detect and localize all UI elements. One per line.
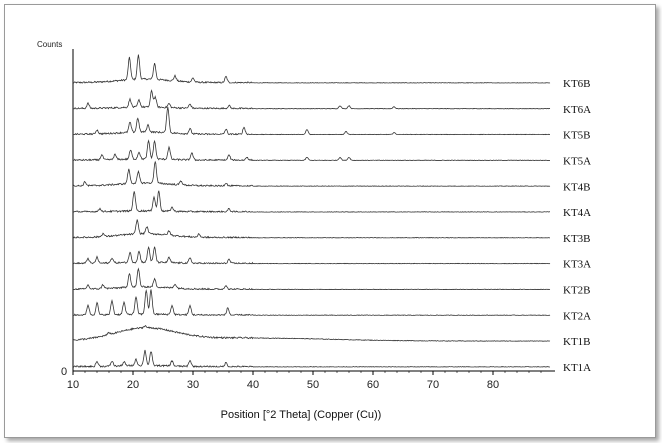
x-tick-label: 40	[247, 379, 259, 391]
y-axis-label: Counts	[37, 40, 62, 49]
series-label-kt3b: KT3B	[563, 233, 591, 245]
y-zero-label: 0	[61, 366, 67, 378]
series-label-kt1b: KT1B	[563, 336, 591, 348]
series-line-kt4a	[73, 190, 551, 213]
series-label-kt3a: KT3A	[563, 259, 591, 271]
series-line-kt1a	[72, 349, 551, 368]
series-label-kt6a: KT6A	[563, 104, 591, 116]
labels-group: KT6B KT6A KT5B KT5A KT4B KT4A KT3B KT3A KT2B KT2A…	[563, 78, 591, 374]
series-group	[72, 54, 551, 368]
series-line-kt3a	[72, 246, 551, 265]
series-label-kt4b: KT4B	[563, 181, 591, 193]
series-label-kt4a: KT4A	[563, 207, 591, 219]
series-label-kt1a: KT1A	[563, 362, 591, 374]
x-tick-label: 70	[427, 379, 439, 391]
x-tick-label: 50	[307, 379, 319, 391]
series-label-kt5a: KT5A	[563, 155, 591, 167]
x-tick-label: 10	[67, 379, 79, 391]
series-line-kt6a	[72, 89, 551, 110]
axes-group: 10 20 30 40 50 60 70 80	[67, 49, 555, 391]
series-line-kt2b	[72, 267, 551, 291]
x-axis-title: Position [°2 Theta] (Copper (Cu))	[221, 409, 382, 421]
series-line-kt2a	[72, 289, 551, 317]
x-tick-label: 80	[487, 379, 499, 391]
series-line-kt6b	[72, 54, 551, 84]
series-line-kt5b	[72, 106, 551, 136]
xrd-chart: 10 20 30 40 50 60 70 80 KT6B KT6A KT5B KT5A KT4B KT4…	[37, 40, 591, 421]
series-label-kt5b: KT5B	[563, 130, 591, 142]
x-tick-label: 60	[367, 379, 379, 391]
x-tick-label: 30	[187, 379, 199, 391]
series-line-kt4b	[72, 160, 551, 188]
series-label-kt2a: KT2A	[563, 310, 591, 322]
x-tick-label: 20	[127, 379, 139, 391]
series-line-kt3b	[72, 219, 550, 239]
series-label-kt2b: KT2B	[563, 285, 591, 297]
series-line-kt1b	[72, 324, 551, 342]
chart-frame: 10 20 30 40 50 60 70 80 KT6B KT6A KT5B KT5A KT4B KT4…	[4, 4, 656, 438]
series-label-kt6b: KT6B	[563, 78, 591, 90]
series-line-kt5a	[72, 139, 551, 162]
